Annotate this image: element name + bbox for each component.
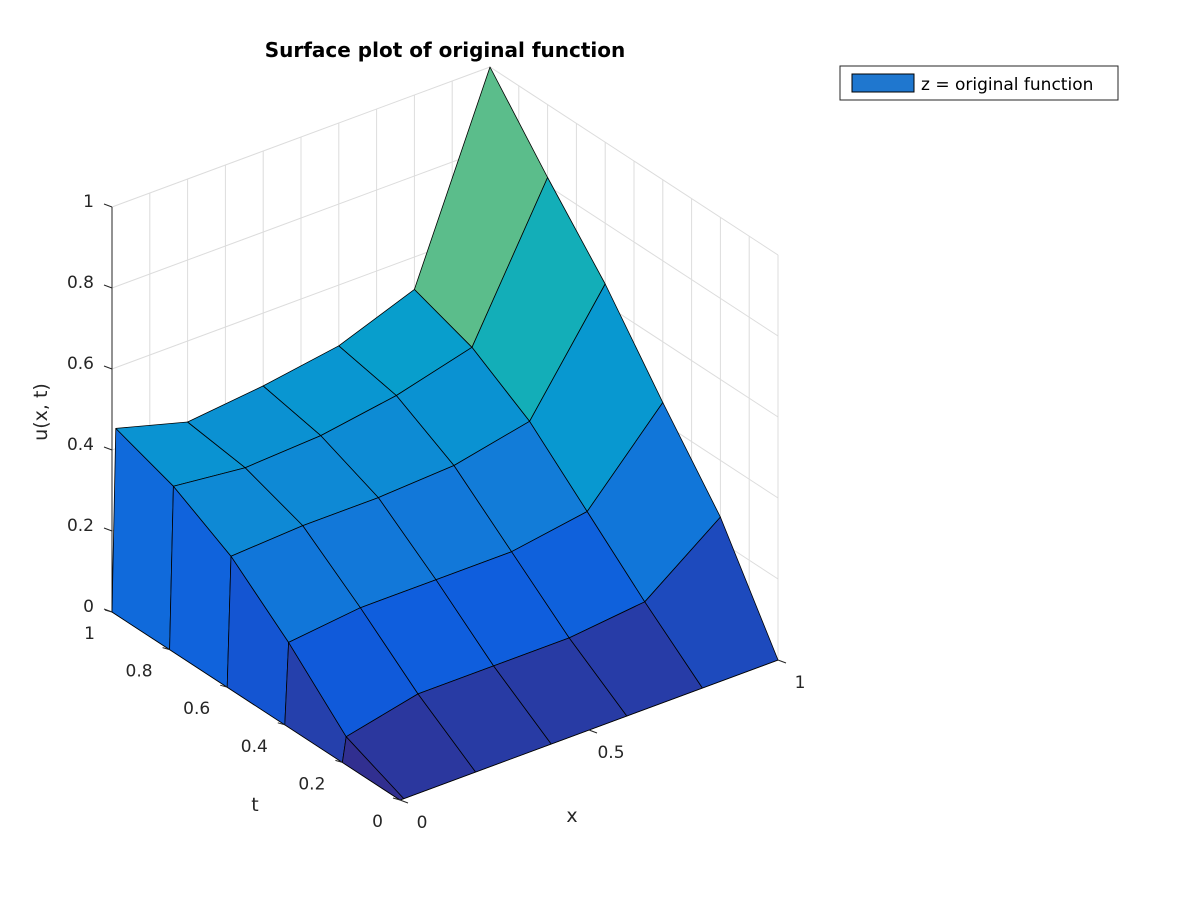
z-tick-mark bbox=[103, 446, 113, 451]
x-tick-mark bbox=[399, 799, 409, 804]
grid-line bbox=[489, 66, 779, 256]
z-tick-label: 0 bbox=[83, 597, 94, 617]
legend-label: z = original function bbox=[921, 75, 1093, 95]
x-axis-label: x bbox=[566, 805, 577, 827]
y-tick-label: 0.4 bbox=[241, 737, 268, 757]
x-tick-mark bbox=[588, 729, 598, 734]
z-tick-mark bbox=[103, 203, 113, 208]
z-tick-label: 1 bbox=[83, 192, 94, 212]
y-tick-label: 0.8 bbox=[126, 662, 153, 682]
z-axis-label: u(x, t) bbox=[30, 383, 52, 441]
z-tick-label: 0.2 bbox=[67, 516, 94, 536]
y-tick-label: 0.6 bbox=[183, 699, 210, 719]
z-tick-mark bbox=[103, 608, 113, 613]
z-tick-label: 0.4 bbox=[67, 435, 94, 455]
z-tick-mark bbox=[103, 527, 113, 532]
legend-swatch bbox=[851, 73, 915, 93]
y-tick-mark bbox=[277, 722, 285, 726]
chart-title: Surface plot of original function bbox=[265, 38, 626, 62]
y-tick-mark bbox=[220, 684, 228, 688]
y-tick-label: 0 bbox=[372, 812, 383, 832]
z-tick-mark bbox=[103, 284, 113, 289]
y-tick-mark bbox=[335, 759, 343, 763]
y-tick-mark bbox=[392, 797, 401, 801]
x-tick-label: 0.5 bbox=[597, 743, 624, 763]
z-tick-label: 0.6 bbox=[67, 354, 94, 374]
x-tick-mark bbox=[777, 659, 787, 664]
surface-patch bbox=[644, 516, 779, 689]
y-tick-label: 0.2 bbox=[298, 774, 325, 794]
surface bbox=[111, 66, 779, 801]
z-tick-mark bbox=[103, 365, 113, 370]
grid-line bbox=[111, 147, 491, 289]
y-tick-label: 1 bbox=[84, 624, 95, 644]
x-tick-label: 0 bbox=[417, 813, 428, 833]
legend: z = original function bbox=[839, 65, 1119, 101]
y-tick-mark bbox=[162, 647, 170, 651]
x-tick-label: 1 bbox=[795, 673, 806, 693]
z-tick-label: 0.8 bbox=[67, 273, 94, 293]
grid-line bbox=[111, 66, 491, 208]
axis-ticks: 0 0.5 1 0 0.2 0.4 0.6 0.8 1 0 0.2 0.4 0.6 0.8 1 bbox=[67, 192, 805, 833]
y-axis-label: t bbox=[251, 794, 258, 816]
